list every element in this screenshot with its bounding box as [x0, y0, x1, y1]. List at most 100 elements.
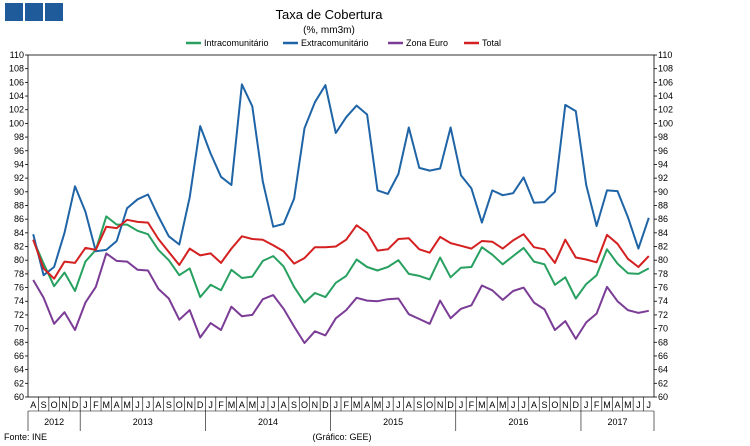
y-tick-label-right: 82 [658, 242, 668, 252]
chart-title: Taxa de Cobertura [276, 7, 384, 22]
y-tick-label-right: 84 [658, 228, 668, 238]
x-tick-label: S [541, 400, 547, 410]
x-tick-label: A [30, 400, 36, 410]
brand-square-3 [45, 3, 63, 21]
y-tick-label-left: 96 [14, 146, 24, 156]
x-tick-label: J [647, 400, 652, 410]
y-tick-label-left: 62 [14, 378, 24, 388]
y-tick-label-left: 106 [9, 77, 24, 87]
y-tick-label-left: 76 [14, 283, 24, 293]
graphic-credit: (Gráfico: GEE) [312, 432, 371, 442]
x-tick-label: M [249, 400, 257, 410]
x-tick-label: D [573, 400, 580, 410]
y-tick-label-right: 88 [658, 200, 668, 210]
series-line [32, 215, 650, 304]
x-tick-label: S [416, 400, 422, 410]
y-tick-label-right: 70 [658, 324, 668, 334]
x-tick-label: M [374, 400, 382, 410]
year-label: 2016 [508, 417, 528, 427]
y-tick-label-left: 72 [14, 310, 24, 320]
y-tick-label-right: 94 [658, 159, 668, 169]
x-tick-label: N [312, 400, 319, 410]
y-tick-label-left: 88 [14, 200, 24, 210]
y-tick-label-right: 72 [658, 310, 668, 320]
x-tick-label: F [469, 400, 475, 410]
x-tick-label: D [197, 400, 204, 410]
y-tick-label-right: 98 [658, 132, 668, 142]
legend-label: Zona Euro [406, 38, 448, 48]
x-tick-label: N [437, 400, 444, 410]
x-tick-label: N [562, 400, 569, 410]
y-tick-label-left: 110 [10, 50, 24, 60]
x-tick-label: A [614, 400, 620, 410]
legend-label: Extracomunitário [301, 38, 369, 48]
y-tick-label-right: 78 [658, 269, 668, 279]
x-tick-label: F [594, 400, 600, 410]
y-tick-label-right: 104 [658, 91, 673, 101]
y-tick-label-left: 108 [9, 64, 24, 74]
source-note: Fonte: INE [4, 432, 47, 442]
x-tick-label: J [459, 400, 464, 410]
x-tick-label: S [166, 400, 172, 410]
x-tick-label: M [499, 400, 507, 410]
year-label: 2015 [383, 417, 403, 427]
x-tick-label: J [584, 400, 589, 410]
x-tick-label: J [511, 400, 516, 410]
x-tick-label: N [61, 400, 68, 410]
x-tick-label: O [301, 400, 308, 410]
y-tick-label-left: 78 [14, 269, 24, 279]
y-tick-label-right: 108 [658, 64, 673, 74]
y-tick-label-right: 60 [658, 392, 668, 402]
x-tick-label: M [103, 400, 111, 410]
brand-square-1 [5, 3, 23, 21]
x-tick-label: F [218, 400, 224, 410]
x-tick-label: J [208, 400, 213, 410]
x-tick-label: A [531, 400, 537, 410]
y-tick-label-left: 82 [14, 242, 24, 252]
x-tick-label: N [186, 400, 193, 410]
x-tick-label: J [261, 400, 266, 410]
year-label: 2017 [607, 417, 627, 427]
y-tick-label-right: 92 [658, 173, 668, 183]
x-tick-label: J [334, 400, 339, 410]
x-tick-label: J [396, 400, 401, 410]
x-tick-label: M [353, 400, 361, 410]
x-tick-label: J [146, 400, 151, 410]
x-tick-label: J [386, 400, 391, 410]
x-tick-label: S [41, 400, 47, 410]
y-tick-label-right: 96 [658, 146, 668, 156]
legend-label: Total [482, 38, 501, 48]
y-tick-label-left: 84 [14, 228, 24, 238]
y-tick-label-right: 90 [658, 187, 668, 197]
x-tick-label: J [636, 400, 641, 410]
y-tick-label-left: 92 [14, 173, 24, 183]
y-tick-label-right: 86 [658, 214, 668, 224]
x-tick-label: M [228, 400, 236, 410]
chart-subtitle: (%, mm3m) [303, 25, 355, 36]
y-tick-label-left: 102 [9, 105, 24, 115]
x-tick-label: F [93, 400, 99, 410]
y-tick-label-left: 68 [14, 337, 24, 347]
x-tick-label: J [521, 400, 526, 410]
year-label: 2012 [44, 417, 64, 427]
y-tick-label-right: 76 [658, 283, 668, 293]
x-tick-label: O [51, 400, 58, 410]
x-tick-label: J [271, 400, 276, 410]
series-line [32, 83, 650, 277]
y-tick-label-right: 100 [658, 118, 673, 128]
x-tick-label: A [364, 400, 370, 410]
x-tick-label: F [343, 400, 349, 410]
y-tick-label-left: 60 [14, 392, 24, 402]
y-tick-label-left: 70 [14, 324, 24, 334]
x-tick-label: A [239, 400, 245, 410]
legend: Intracomunitário Extracomunitário Zona Eur… [186, 38, 501, 48]
x-tick-label: D [322, 400, 329, 410]
brand-square-2 [25, 3, 43, 21]
series-line [32, 218, 650, 280]
y-tick-label-left: 74 [14, 296, 24, 306]
x-tick-label: O [551, 400, 558, 410]
y-tick-label-right: 64 [658, 365, 668, 375]
y-tick-label-left: 100 [9, 118, 24, 128]
x-tick-label: A [155, 400, 161, 410]
